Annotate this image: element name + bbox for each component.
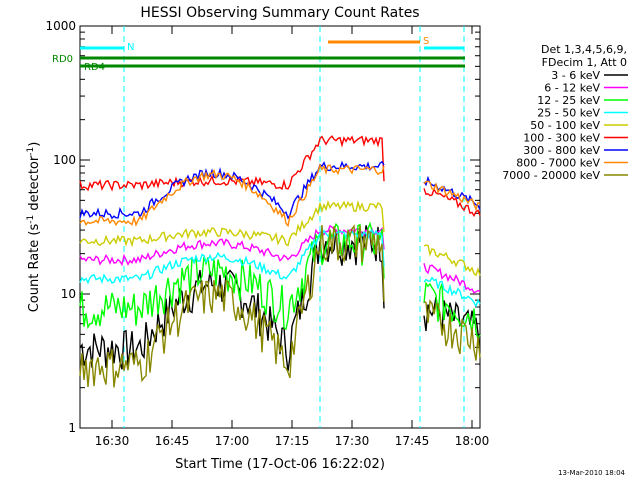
y-axis-label: Count Rate (s-1 detector-1)	[26, 142, 42, 313]
series-lines	[79, 135, 481, 388]
legend-entry-label: 3 - 6 keV	[551, 69, 600, 82]
footer-date: 13-Mar-2010 18:04	[558, 469, 625, 477]
time-markers	[123, 26, 465, 428]
x-tick-label: 17:00	[215, 434, 250, 448]
y-tick-label: 1000	[45, 19, 76, 33]
series-line	[79, 225, 385, 371]
x-tick-label: 17:30	[335, 434, 370, 448]
chart-title: HESSI Observing Summary Count Rates	[140, 5, 419, 21]
legend-entry-label: 6 - 12 keV	[544, 82, 600, 95]
series-line	[79, 199, 385, 248]
legend-entry-label: 800 - 7000 keV	[516, 157, 600, 170]
plot-frame	[79, 25, 481, 429]
series-line	[79, 224, 385, 388]
x-axis-label: Start Time (17-Oct-06 16:22:02)	[175, 457, 385, 472]
series-line	[79, 160, 385, 220]
series-line	[423, 276, 481, 308]
y-tick-label: 1	[68, 421, 76, 435]
flag-label: N	[127, 42, 134, 53]
legend-header-line-1: Det 1,3,4,5,6,9,	[541, 43, 627, 56]
x-axis: 16:30 16:45 17:00 17:15 17:30 17:45 18:00	[95, 26, 490, 448]
series-line	[423, 281, 481, 341]
series-line	[423, 299, 481, 361]
series-line	[423, 263, 481, 294]
y-axis: 1 10 100 1000	[45, 19, 480, 435]
legend-entry-label: 12 - 25 keV	[537, 94, 600, 107]
y-tick-label: 100	[53, 153, 76, 167]
x-tick-label: 18:00	[455, 434, 490, 448]
series-line	[423, 187, 481, 218]
rd-flag-label: RD4	[84, 62, 105, 73]
series-line	[423, 244, 481, 277]
legend-header-line-2: FDecim 1, Att 0	[542, 56, 627, 69]
x-tick-label: 17:15	[275, 434, 310, 448]
series-line	[423, 180, 481, 212]
legend-entry-label: 300 - 800 keV	[523, 144, 600, 157]
series-line	[79, 135, 385, 192]
x-tick-label: 16:45	[155, 434, 190, 448]
legend-entry-label: 100 - 300 keV	[523, 132, 600, 145]
flag-label: S	[423, 36, 429, 47]
state-flags: N S RD0 RD4	[52, 36, 465, 73]
series-line	[423, 175, 481, 210]
legend-entry-label: 50 - 100 keV	[530, 119, 600, 132]
x-tick-label: 16:30	[95, 434, 130, 448]
y-tick-label: 10	[61, 287, 76, 301]
x-tick-label: 17:45	[395, 434, 430, 448]
rd-flag-label: RD0	[52, 54, 73, 65]
legend: Det 1,3,4,5,6,9, FDecim 1, Att 0 3 - 6 k…	[502, 43, 628, 182]
legend-entry-label: 7000 - 20000 keV	[502, 169, 600, 182]
legend-entry-label: 25 - 50 keV	[537, 107, 600, 120]
series-line	[79, 163, 385, 228]
